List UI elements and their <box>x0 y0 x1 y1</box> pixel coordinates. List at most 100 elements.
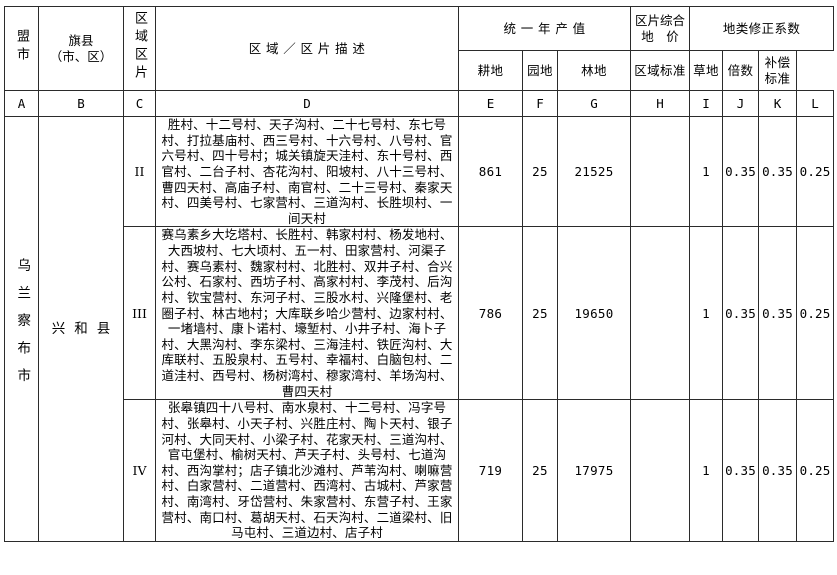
header-group-landtype-coefficient-label: 地类修正系数 <box>722 20 801 36</box>
column-letter-f: F <box>522 90 558 117</box>
header-group-unified-annual-value: 统 一 年 产 值 <box>457 6 632 51</box>
column-letter-e: E <box>458 90 523 117</box>
header-caodi-label: 草地 <box>693 62 719 78</box>
header-lindi-label: 林地 <box>581 62 607 78</box>
regional-standard-value: 861 <box>478 163 503 179</box>
region-code-value: IV <box>132 462 147 478</box>
column-letter-row: A B C D E F G H I J K L <box>4 90 835 117</box>
cell-lindi: 0.35 <box>758 226 798 401</box>
column-letter-c: C <box>123 90 156 117</box>
regional-standard-value: 719 <box>478 462 503 478</box>
cell-lindi: 0.35 <box>758 399 798 542</box>
cell-caodi: 0.25 <box>796 399 835 542</box>
cell-yuandi: 0.35 <box>722 226 760 401</box>
cell-description: 胜村、十二号村、天子沟村、二十七号村、东七号村、打拉基庙村、西三号村、十六号村、… <box>155 115 459 228</box>
region-code-value: III <box>132 305 147 321</box>
compensation-standard-value: 19650 <box>574 305 614 321</box>
header-dijia-label: 地 价 <box>641 28 679 44</box>
header-yuandi-label: 园地 <box>527 62 553 78</box>
lindi-value: 0.35 <box>762 305 793 321</box>
cell-description: 张皋镇四十八号村、南水泉村、十二号村、冯字号村、张皋村、小天子村、兴胜庄村、陶卜… <box>155 399 459 542</box>
document-page: 盟市 旗县 （市、区） 区域区片 区 域 ／ 区 片 描 述 统 一 年 产 值… <box>0 6 837 575</box>
caodi-value: 0.25 <box>799 163 831 179</box>
cell-gengdi: 1 <box>689 115 724 228</box>
cell-meng-shi: 乌兰察布市 <box>4 116 39 542</box>
header-regional-standard: 区域标准 <box>630 50 691 91</box>
cell-lindi: 0.35 <box>758 115 798 228</box>
header-yuandi: 园地 <box>522 50 558 91</box>
header-regional-standard-label: 区域标准 <box>634 62 686 78</box>
header-compensation-standard-label: 补偿标准 <box>764 54 791 86</box>
header-group-landtype-coefficient: 地类修正系数 <box>689 6 835 51</box>
header-region-code-label: 区域区片 <box>132 10 147 83</box>
column-letter-b: B <box>38 90 124 117</box>
gengdi-value: 1 <box>702 163 710 179</box>
column-letter-j: J <box>722 90 760 117</box>
regional-standard-value: 786 <box>478 305 503 321</box>
cell-comprehensive-land-price <box>630 115 691 228</box>
cell-caodi: 0.25 <box>796 115 835 228</box>
description-value: 胜村、十二号村、天子沟村、二十七号村、东七号村、打拉基庙村、西三号村、十六号村、… <box>161 117 453 226</box>
header-meng-shi: 盟市 <box>4 6 39 91</box>
table-row: IV 张皋镇四十八号村、南水泉村、十二号村、冯字号村、张皋村、小天子村、兴胜庄村… <box>5 399 835 542</box>
gengdi-value: 1 <box>702 462 710 478</box>
column-letter-d: D <box>155 90 459 117</box>
header-multiplier-label: 倍数 <box>727 62 754 78</box>
cell-yuandi: 0.35 <box>722 399 760 542</box>
cell-region-code: II <box>123 115 156 228</box>
cell-gengdi: 1 <box>689 226 724 401</box>
header-caodi: 草地 <box>689 50 724 91</box>
cell-compensation-standard: 21525 <box>556 115 632 228</box>
cell-gengdi: 1 <box>689 399 724 542</box>
cell-yuandi: 0.35 <box>722 115 760 228</box>
header-multiplier: 倍数 <box>722 50 760 91</box>
cell-regional-standard: 786 <box>458 226 523 401</box>
qixian-value: 兴和县 <box>51 320 120 337</box>
lindi-value: 0.35 <box>762 163 793 179</box>
cell-compensation-standard: 17975 <box>556 399 632 542</box>
cell-caodi: 0.25 <box>796 226 835 401</box>
header-description: 区 域 ／ 区 片 描 述 <box>155 6 459 91</box>
cell-regional-standard: 719 <box>458 399 523 542</box>
description-value: 赛乌素乡大圪塔村、长胜村、韩家村村、杨发地村、大西坡村、七大顷村、五一村、田家营… <box>161 227 453 399</box>
cell-comprehensive-land-price <box>630 399 691 542</box>
header-qupian-zonghe-label: 区片综合 <box>635 12 686 28</box>
cell-region-code: III <box>123 226 156 401</box>
region-code-value: II <box>134 163 145 179</box>
table-header-row-1: 盟市 旗县 （市、区） 区域区片 区 域 ／ 区 片 描 述 统 一 年 产 值… <box>4 6 835 91</box>
lindi-value: 0.35 <box>762 462 793 478</box>
caodi-value: 0.25 <box>799 462 831 478</box>
column-letter-l: L <box>796 90 835 117</box>
header-lindi: 林地 <box>556 50 632 91</box>
compensation-standard-value: 21525 <box>574 163 614 179</box>
compensation-standard-value: 17975 <box>574 462 614 478</box>
header-qixian: 旗县 （市、区） <box>38 6 124 91</box>
cell-multiplier: 25 <box>522 226 558 401</box>
cell-region-code: IV <box>123 399 156 542</box>
column-letter-h: H <box>630 90 691 117</box>
column-letter-g: G <box>556 90 632 117</box>
multiplier-value: 25 <box>532 462 548 478</box>
header-meng-shi-label: 盟市 <box>14 28 29 65</box>
multiplier-value: 25 <box>532 305 548 321</box>
table-row: 乌兰察布市 兴和县 II 胜村、十二号村、天子沟村、二十七号村、东七号村、打拉基… <box>4 115 835 542</box>
multiplier-value: 25 <box>532 163 548 179</box>
compensation-standards-table: 盟市 旗县 （市、区） 区域区片 区 域 ／ 区 片 描 述 统 一 年 产 值… <box>4 6 835 542</box>
header-description-label: 区 域 ／ 区 片 描 述 <box>248 40 366 56</box>
header-qixian-label: 旗县 <box>68 32 94 48</box>
yuandi-value: 0.35 <box>725 462 756 478</box>
cell-description: 赛乌素乡大圪塔村、长胜村、韩家村村、杨发地村、大西坡村、七大顷村、五一村、田家营… <box>155 226 459 401</box>
cell-regional-standard: 861 <box>458 115 523 228</box>
column-letter-k: K <box>758 90 798 117</box>
cell-comprehensive-land-price <box>630 226 691 401</box>
cell-qixian: 兴和县 <box>38 116 124 542</box>
table-header-row-3: 区域标准 倍数 补偿标准 <box>5 50 834 91</box>
column-letter-i: I <box>689 90 724 117</box>
header-gengdi-label: 耕地 <box>477 62 504 78</box>
header-gengdi: 耕地 <box>458 50 523 91</box>
caodi-value: 0.25 <box>799 305 831 321</box>
yuandi-value: 0.35 <box>725 305 756 321</box>
column-letter-a: A <box>4 90 39 117</box>
gengdi-value: 1 <box>702 305 710 321</box>
header-region-code: 区域区片 <box>123 6 156 91</box>
